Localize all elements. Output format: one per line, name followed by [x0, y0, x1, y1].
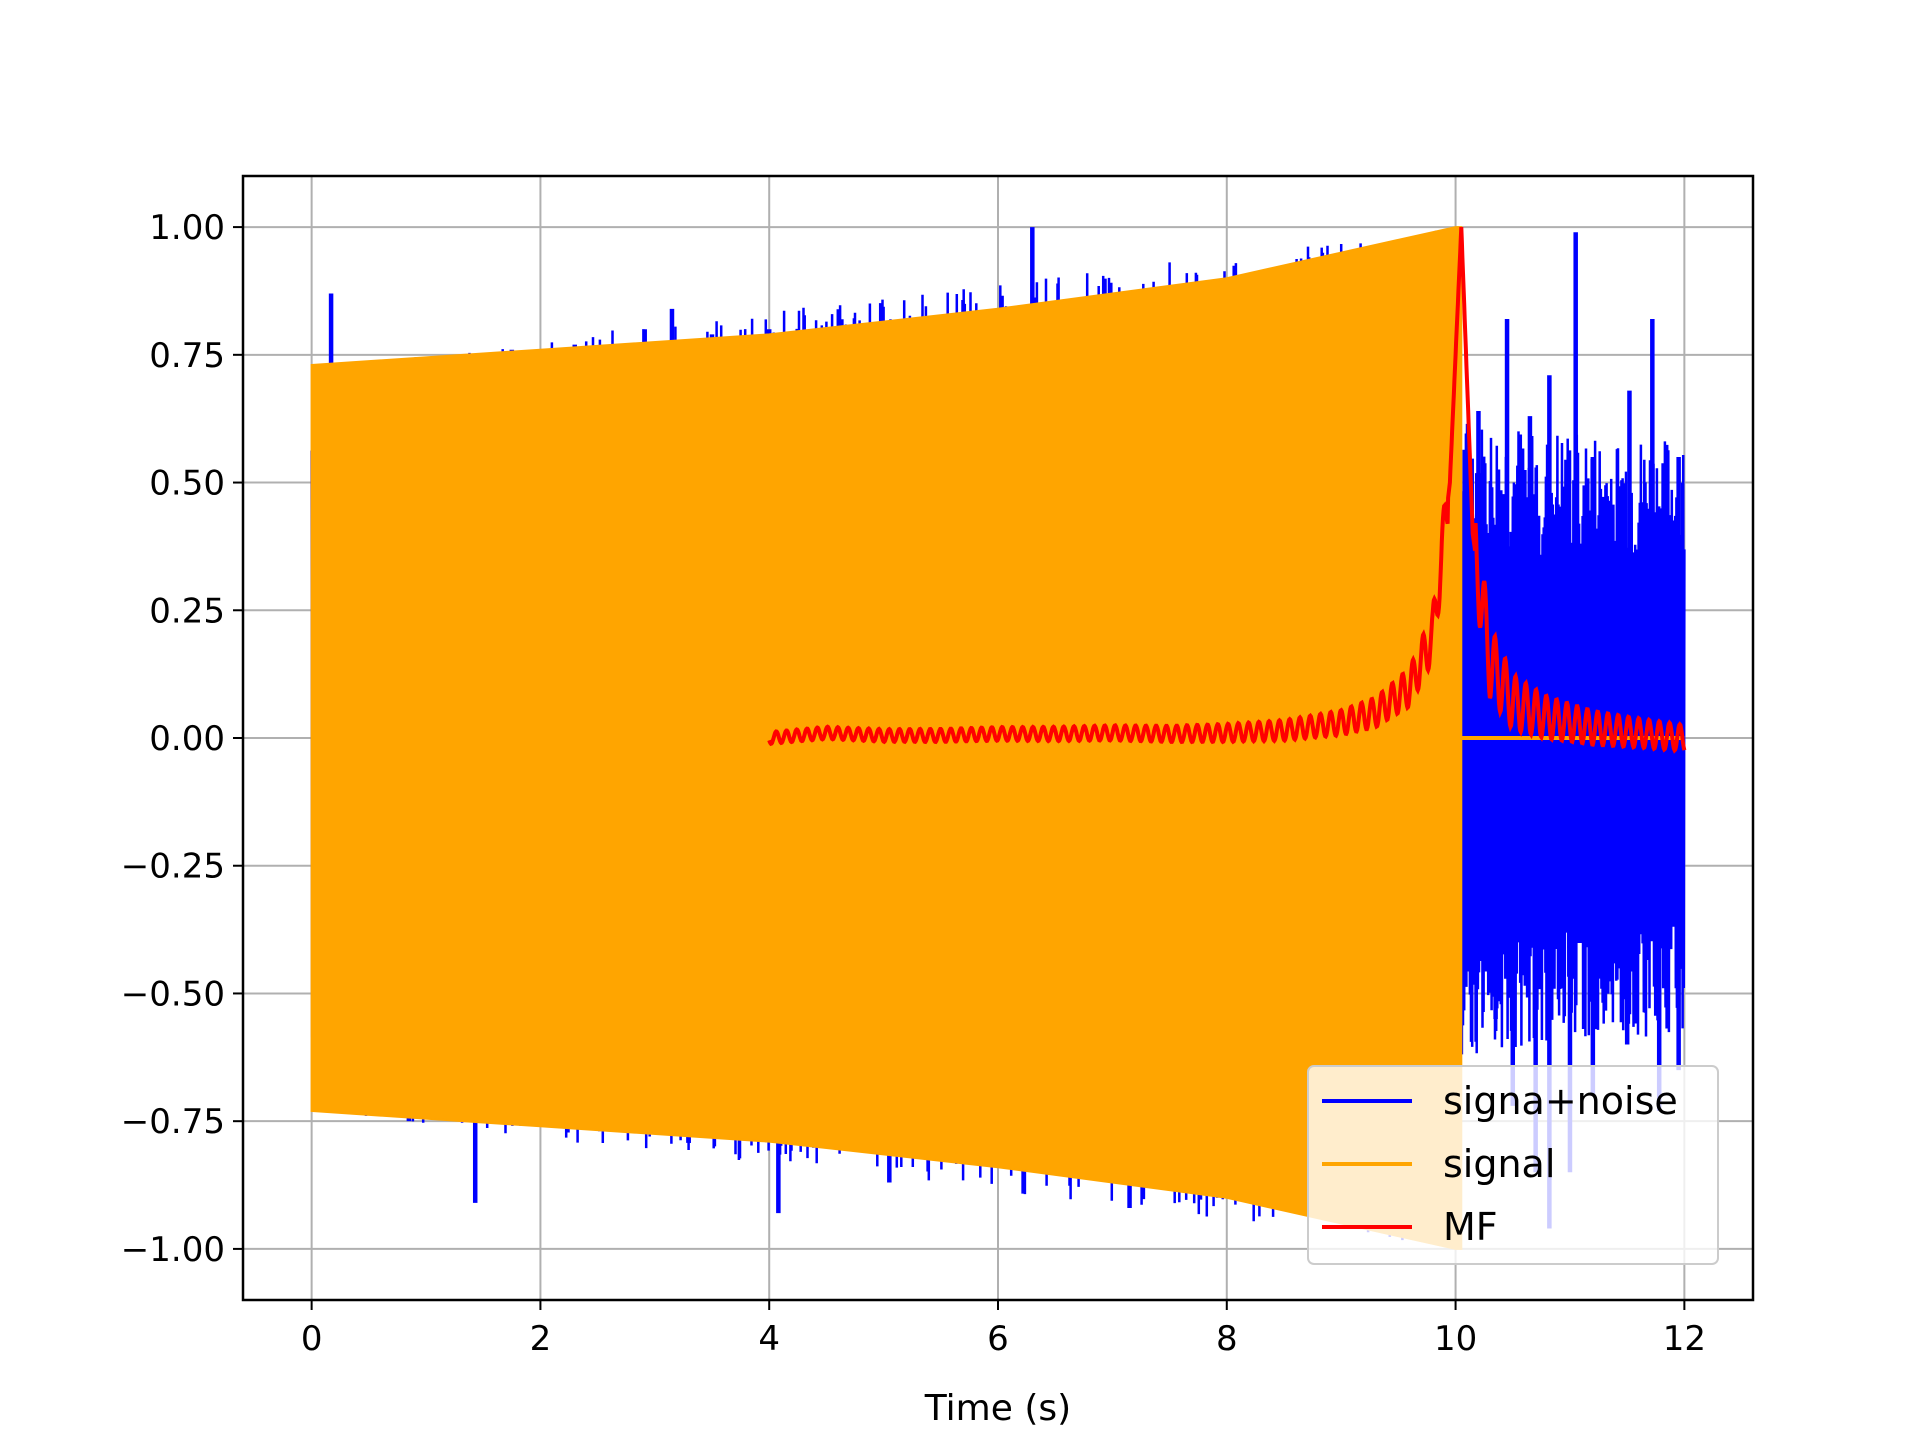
y-tick-label: 0.75: [149, 336, 225, 376]
y-tick-label: −1.00: [121, 1230, 225, 1270]
legend-label-2: MF: [1443, 1205, 1498, 1249]
x-tick-label: 0: [301, 1319, 323, 1359]
x-axis: 0 2 4 6 8 10 12: [301, 1300, 1706, 1359]
legend-label-1: signal: [1443, 1142, 1555, 1186]
x-tick-label: 6: [987, 1319, 1009, 1359]
legend: signa+noise signal MF: [1307, 1065, 1719, 1265]
x-tick-label: 4: [758, 1319, 780, 1359]
y-tick-label: −0.25: [121, 847, 225, 887]
x-tick-label: 8: [1216, 1319, 1238, 1359]
y-tick-label: 0.50: [149, 464, 225, 504]
y-tick-label: −0.75: [121, 1102, 225, 1142]
y-tick-label: −0.50: [121, 974, 225, 1014]
y-tick-label: 0.00: [149, 719, 225, 759]
legend-box: [1307, 1065, 1719, 1265]
y-axis: 1.00 0.75 0.50 0.25 0.00 −0.25 −0.50 −0.75 −1.00: [121, 208, 243, 1270]
y-tick-label: 1.00: [149, 208, 225, 248]
x-tick-label: 12: [1663, 1319, 1706, 1359]
series-mf-line: [767, 227, 1687, 754]
y-tick-label: 0.25: [149, 591, 225, 631]
x-axis-label: Time (s): [924, 1388, 1071, 1429]
legend-label-0: signa+noise: [1443, 1079, 1678, 1123]
x-tick-label: 10: [1434, 1319, 1477, 1359]
x-tick-label: 2: [530, 1319, 552, 1359]
